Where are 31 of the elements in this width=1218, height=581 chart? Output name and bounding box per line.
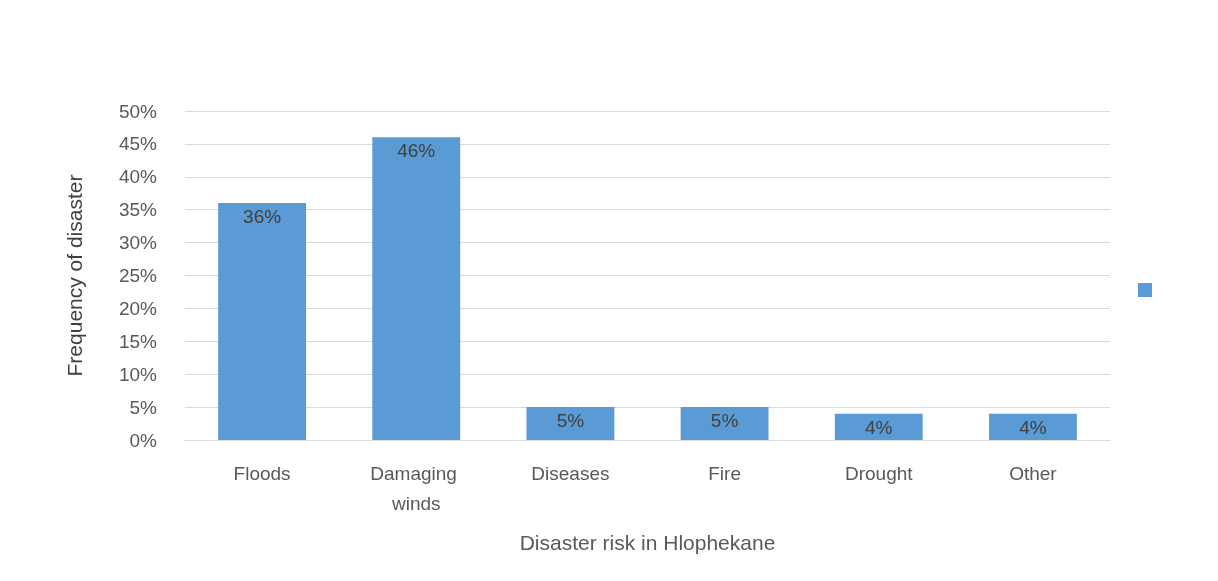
y-tick-label: 25% — [118, 265, 158, 286]
y-tick-label: 0% — [129, 429, 158, 451]
x-tick-label: Damaging winds — [370, 462, 463, 514]
y-tick-label: 5% — [129, 396, 158, 418]
bar — [680, 407, 769, 440]
data-label: 46% — [397, 140, 436, 162]
bar — [988, 413, 1077, 440]
y-tick-label: 20% — [118, 297, 158, 319]
bar — [218, 203, 307, 440]
y-tick-label: 30% — [118, 232, 158, 254]
data-label: 36% — [243, 206, 282, 228]
data-label: 5% — [710, 410, 739, 432]
data-label: 4% — [1019, 416, 1047, 438]
x-axis-title: Disaster risk in Hlophekane — [519, 531, 776, 554]
y-tick-label: 35% — [118, 199, 158, 221]
y-tick-label: 40% — [118, 166, 158, 188]
bar — [834, 413, 923, 440]
x-tick-label: Fire — [708, 462, 741, 484]
y-tick-label: 50% — [118, 100, 158, 122]
bar — [372, 137, 461, 440]
y-axis-title: Frequency of disaster — [63, 174, 86, 377]
data-label: 5% — [556, 410, 585, 432]
y-tick-label: 45% — [118, 133, 158, 155]
x-tick-label: Floods — [233, 462, 291, 484]
y-tick-label: 10% — [118, 363, 158, 385]
data-label: 4% — [865, 416, 893, 438]
x-tick-label: Diseases — [531, 462, 610, 484]
bar — [526, 407, 615, 440]
y-tick-label: 15% — [118, 330, 158, 352]
x-tick-label: Drought — [844, 462, 914, 484]
x-tick-label: Other — [1009, 462, 1058, 484]
